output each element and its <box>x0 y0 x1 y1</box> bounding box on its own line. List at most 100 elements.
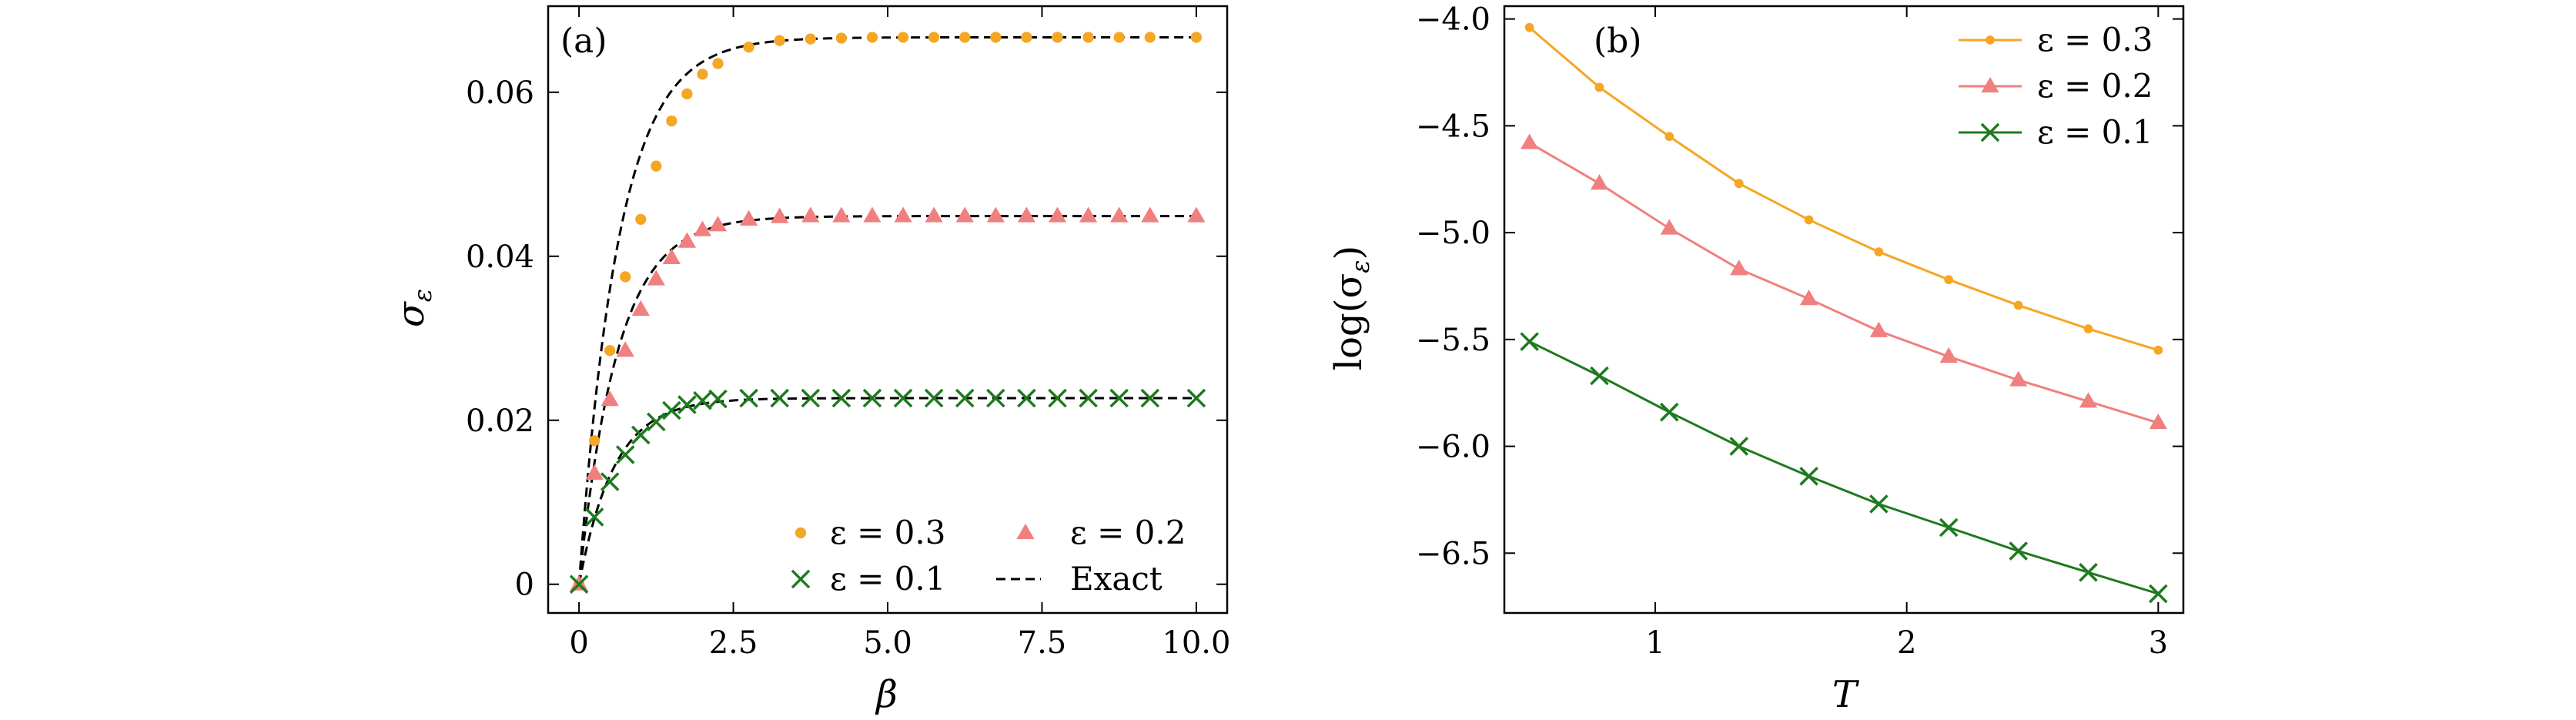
panel-a-point <box>1017 206 1036 223</box>
panel-b-legend-marker <box>1981 76 1999 93</box>
panel-a-point <box>662 248 681 264</box>
panel-a-point <box>1079 388 1098 408</box>
panel-a-xtick-label: 10.0 <box>1162 625 1230 661</box>
panel-b-point <box>1664 132 1674 142</box>
panel-b-point <box>1594 82 1604 92</box>
panel-b-xtick-label: 2 <box>1897 625 1916 661</box>
panel-a-point <box>647 270 665 286</box>
panel-a-xtick-label: 0 <box>569 625 588 661</box>
panel-b-ytick-label: −6.5 <box>1416 536 1490 571</box>
panel-b-point <box>1939 517 1959 537</box>
panel-a-point <box>600 472 620 491</box>
panel-a-point <box>588 435 601 447</box>
panel-a-point <box>739 209 758 226</box>
panel-a-point <box>712 58 724 69</box>
panel-a-point <box>894 206 912 223</box>
panel-a-point <box>959 32 971 43</box>
panel-a-point <box>1082 32 1094 43</box>
panel-a-point <box>990 32 1002 43</box>
panel-a-xtick-label: 5.0 <box>863 625 912 661</box>
panel-b-legend-marker <box>1980 122 2000 142</box>
panel-a-exact-curve <box>577 397 1196 585</box>
panel-a-point <box>1079 206 1098 223</box>
panel-a-point <box>1021 32 1032 43</box>
panel-b-point <box>1874 247 1884 256</box>
panel-a-ytick-label: 0 <box>515 568 534 603</box>
panel-a-point <box>635 213 647 226</box>
panel-b-point <box>1734 179 1744 189</box>
panel-a-legend-marker <box>795 527 807 539</box>
panel-a-point <box>1017 388 1036 408</box>
panel-b-point <box>1869 321 1889 337</box>
panel-b-point <box>1939 347 1958 363</box>
panel-b-ytick-label: −6.0 <box>1416 430 1490 465</box>
panel-b-chart: (b) T log(σε) 1 2 3 −4.0 −4.5 −5.0 −5.5 −6.0 −6.… <box>1327 2 2185 716</box>
panel-a-point <box>771 207 789 223</box>
panel-b-ylabel-sub: ε <box>1346 260 1375 273</box>
panel-a-chart: (a) β σε 0 2.5 5.0 7.5 10.0 0 0.02 0.04 0.06 ε = … <box>390 5 1230 716</box>
panel-a-point <box>955 388 975 408</box>
panel-a-point <box>893 388 913 408</box>
panel-b-ylabel: log(σε) <box>1327 246 1375 370</box>
panel-a-point <box>616 341 634 357</box>
panel-a-point <box>1186 388 1206 408</box>
panel-a-point <box>801 388 821 408</box>
panel-a-point <box>863 206 882 223</box>
panel-a-ytick-label: 0.06 <box>466 75 534 111</box>
panel-a-point <box>986 388 1005 408</box>
panel-a-point <box>832 206 851 223</box>
panel-b-point <box>1869 494 1889 514</box>
panel-a-ylabel: σε <box>390 289 437 327</box>
panel-a-xlabel: β <box>875 673 898 716</box>
panel-b-point <box>2079 392 2098 408</box>
panel-a-point <box>955 206 974 223</box>
panel-b-point <box>2149 413 2167 430</box>
panel-a-point <box>604 345 616 357</box>
panel-a-point <box>770 388 789 408</box>
panel-a-point <box>1140 388 1160 408</box>
panel-b-point <box>1660 402 1679 422</box>
panel-a-ytick-label: 0.04 <box>466 239 534 275</box>
panel-a-point <box>1048 206 1067 223</box>
panel-a-point <box>831 388 851 408</box>
panel-a-point <box>677 232 697 248</box>
panel-a-legend-marker <box>791 569 811 589</box>
panel-b-point <box>1660 219 1678 235</box>
panel-b-point <box>1520 332 1539 351</box>
panel-a-point <box>666 115 677 127</box>
panel-a-legend-label: ε = 0.3 <box>830 514 945 551</box>
panel-a-point <box>739 388 758 408</box>
panel-a-point <box>697 69 708 80</box>
panel-b-ylabel-main: log(σ <box>1327 273 1370 370</box>
panel-a-point <box>928 32 940 43</box>
panel-b-ytick-label: −4.5 <box>1416 109 1490 144</box>
panel-a-point <box>986 206 1005 223</box>
panel-a-point <box>585 464 604 481</box>
panel-b-legend-label: ε = 0.3 <box>2037 21 2153 59</box>
panel-a-legend-marker <box>1016 523 1035 540</box>
panel-a-point <box>584 507 604 527</box>
panel-a-point <box>681 88 693 100</box>
panel-a-point <box>662 400 681 420</box>
panel-b-legend-label: ε = 0.2 <box>2037 67 2153 105</box>
panel-a-point <box>647 412 666 432</box>
panel-b-plot-frame <box>1503 5 2185 615</box>
panel-a-point <box>620 271 631 283</box>
panel-b-point <box>1730 260 1748 276</box>
panel-b-point <box>1590 366 1609 386</box>
panel-b-point <box>1521 133 1539 149</box>
panel-a-point <box>631 300 650 316</box>
panel-a-legend-label: ε = 0.1 <box>830 560 945 598</box>
panel-b-point <box>1804 215 1814 225</box>
panel-b-series-line <box>1528 26 2159 352</box>
panel-a-point <box>1109 388 1129 408</box>
panel-b-legend-marker <box>1986 35 1995 45</box>
panel-b-ytick-label: −5.5 <box>1416 323 1490 358</box>
panel-a-ylabel-sub: ε <box>408 289 437 302</box>
panel-a-point <box>897 32 909 43</box>
panel-b-ylabel-close: ) <box>1327 246 1370 260</box>
panel-a-point <box>708 216 728 232</box>
panel-b-point <box>2013 300 2023 310</box>
panel-b-xlabel: T <box>1832 673 1859 716</box>
